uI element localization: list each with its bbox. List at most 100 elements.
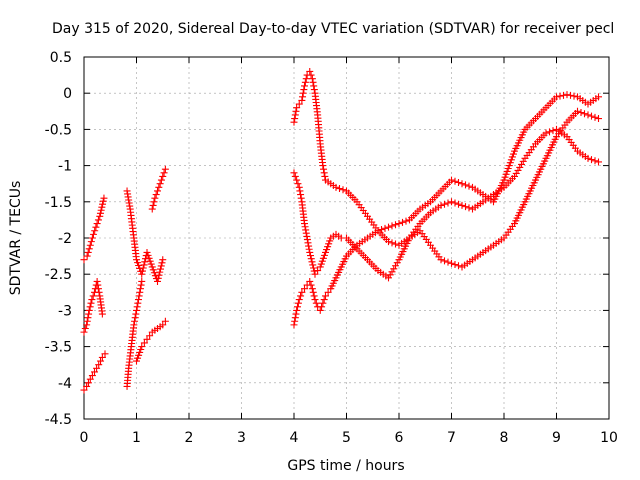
- data-point-fill: [157, 265, 164, 273]
- data-point: [98, 353, 106, 361]
- data-point: [563, 91, 571, 99]
- data-point-fill: [95, 288, 103, 296]
- data-point-fill: [556, 92, 564, 100]
- data-point: [101, 350, 109, 358]
- data-point: [542, 129, 550, 137]
- data-point-fill: [390, 265, 398, 273]
- data-point-fill: [94, 285, 102, 293]
- data-point-fill: [158, 259, 166, 267]
- data-point: [319, 299, 327, 307]
- series-pass-b: [80, 277, 106, 336]
- data-point-fill: [157, 262, 165, 270]
- data-point-fill: [96, 209, 104, 217]
- data-point-fill: [99, 200, 107, 208]
- data-point-fill: [581, 110, 588, 118]
- data-point-fill: [444, 199, 452, 207]
- data-point: [385, 274, 392, 282]
- data-point-fill: [320, 296, 328, 304]
- data-point-fill: [301, 78, 309, 86]
- data-point: [385, 238, 392, 246]
- data-point-fill: [94, 216, 102, 224]
- data-point-fill: [508, 153, 516, 161]
- data-point-fill: [136, 285, 144, 293]
- data-point-fill: [305, 245, 313, 253]
- data-point-fill: [155, 271, 163, 279]
- data-point-fill: [386, 271, 394, 279]
- data-point-fill: [310, 86, 318, 94]
- y-tick-label: -2: [58, 231, 72, 247]
- data-point-fill: [297, 292, 305, 300]
- data-point-fill: [518, 160, 525, 168]
- axis-ticks: 0 1 2 3 4 5 6 7 8 9 10 0.5 0 -0.5 -1 -1.5 -2 -2.5 -3 -3.5 -4…: [45, 50, 618, 446]
- series-pass-h: [290, 91, 602, 329]
- data-point: [293, 306, 301, 314]
- data-point-fill: [150, 269, 158, 277]
- data-point-fill: [134, 259, 142, 267]
- data-point: [91, 368, 98, 376]
- data-point: [448, 176, 455, 184]
- data-point: [316, 263, 324, 271]
- data-point-fill: [134, 299, 142, 307]
- data-point: [595, 115, 602, 123]
- data-point-fill: [131, 314, 139, 322]
- data-point-fill: [462, 203, 469, 211]
- data-point-fill: [86, 303, 94, 311]
- data-point: [290, 321, 298, 329]
- data-point: [154, 277, 161, 285]
- data-point: [322, 248, 329, 256]
- data-point-fill: [97, 357, 105, 365]
- y-tick-label: -1: [58, 159, 72, 175]
- data-point-fill: [514, 166, 522, 174]
- data-point-fill: [307, 255, 315, 263]
- data-point: [93, 220, 101, 228]
- data-point-fill: [144, 251, 152, 259]
- data-point-fill: [462, 181, 469, 189]
- data-point-fill: [87, 299, 95, 307]
- x-tick-label: 1: [132, 430, 141, 446]
- data-point-fill: [81, 325, 89, 332]
- data-point-fill: [317, 260, 325, 268]
- x-tick-label: 3: [237, 430, 246, 446]
- data-point-fill: [132, 310, 140, 318]
- data-point-fill: [591, 157, 599, 165]
- data-point-fill: [292, 310, 300, 318]
- data-point: [143, 248, 151, 256]
- data-point-fill: [588, 156, 595, 164]
- data-point-fill: [504, 164, 512, 172]
- data-point: [458, 180, 466, 188]
- data-point-fill: [512, 169, 520, 177]
- data-point-fill: [310, 82, 318, 90]
- data-point-fill: [154, 274, 162, 282]
- x-tick-label: 5: [342, 430, 351, 446]
- data-point-fill: [297, 191, 305, 199]
- data-point-fill: [314, 267, 322, 275]
- data-point: [138, 277, 146, 285]
- data-point: [316, 306, 324, 314]
- data-point-fill: [455, 178, 462, 186]
- data-point-fill: [392, 221, 399, 229]
- data-point-fill: [88, 372, 96, 380]
- data-point-fill: [87, 238, 95, 246]
- data-point-fill: [516, 163, 524, 171]
- data-point: [500, 176, 508, 184]
- data-point-fill: [99, 197, 107, 205]
- x-tick-label: 7: [447, 430, 456, 446]
- series-pass-g: [148, 165, 169, 213]
- data-point-fill: [136, 288, 144, 296]
- data-point: [298, 288, 306, 296]
- data-point-fill: [451, 261, 459, 269]
- data-point: [161, 165, 169, 173]
- data-point: [96, 212, 104, 220]
- data-point-fill: [310, 292, 318, 300]
- data-point: [290, 118, 298, 126]
- data-point: [595, 93, 602, 101]
- data-point-fill: [155, 183, 163, 191]
- data-point: [295, 183, 303, 191]
- data-point: [385, 223, 392, 231]
- data-point: [553, 93, 560, 101]
- data-point-fill: [560, 91, 567, 99]
- data-point: [322, 292, 329, 300]
- data-point-fill: [320, 165, 328, 173]
- data-point: [156, 180, 164, 188]
- data-point: [293, 104, 301, 112]
